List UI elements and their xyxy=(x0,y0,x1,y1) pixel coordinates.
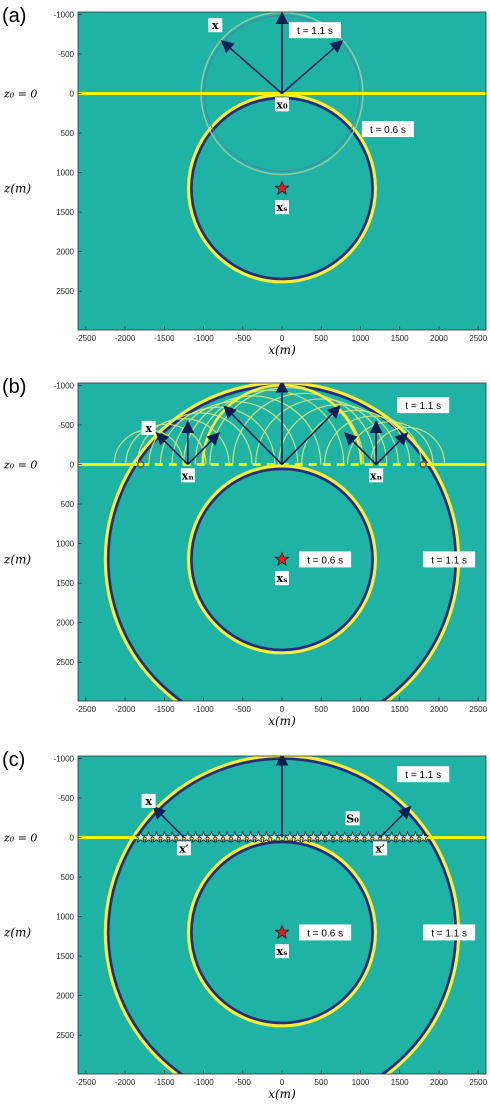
x-tick-label: -2500 xyxy=(76,705,97,714)
y-tick-label: 1500 xyxy=(56,952,74,961)
panel-c: t = 1.1 s t = 0.6 s t = 1.1 s x S₀ x′ x′ xₛ -100… xyxy=(2,749,488,1109)
x-tick-label: 1500 xyxy=(391,334,409,343)
point-label: x′ xyxy=(179,842,189,855)
x-tick-label: 0 xyxy=(280,334,285,343)
point-label: xₙ xyxy=(370,469,383,482)
point-label: S₀ xyxy=(346,812,359,825)
panel-letter: (c) xyxy=(2,749,25,771)
y-tick-label: -500 xyxy=(58,421,75,430)
y-tick-label: -1000 xyxy=(54,10,75,19)
y-tick-label: 500 xyxy=(61,129,75,138)
point-label: x xyxy=(212,19,219,32)
x-tick-label: -1500 xyxy=(154,1078,175,1087)
z-axis-label: z(m) xyxy=(3,925,31,939)
y-tick-label: 2500 xyxy=(56,1031,74,1040)
y-tick-label: 0 xyxy=(70,89,75,98)
y-tick-label: 1000 xyxy=(56,169,74,178)
x-tick-label: -2500 xyxy=(76,1078,97,1087)
z0-label: z₀ = 0 xyxy=(3,87,37,100)
y-tick-label: 2500 xyxy=(56,658,74,667)
x-tick-label: -1000 xyxy=(193,705,214,714)
x-tick-label: -2500 xyxy=(76,334,97,343)
time-label: t = 1.1 s xyxy=(297,26,333,37)
point-label: x₀ xyxy=(276,98,288,111)
z-axis-label: z(m) xyxy=(3,181,31,195)
x-tick-label: 2500 xyxy=(469,1078,487,1087)
time-label: t = 1.1 s xyxy=(405,770,441,781)
point-label: x′ xyxy=(375,842,385,855)
panel-letter: (b) xyxy=(2,376,26,398)
x-tick-label: 1000 xyxy=(352,334,370,343)
panel-b: t = 1.1 s t = 0.6 s t = 1.1 s x xₙ xₙ xₛ -1000 -… xyxy=(2,376,488,736)
x-tick-label: -500 xyxy=(235,334,252,343)
y-tick-label: 1000 xyxy=(56,540,74,549)
y-tick-label: 2000 xyxy=(56,619,74,628)
x-tick-label: 2000 xyxy=(430,705,448,714)
y-tick-label: -500 xyxy=(58,794,75,803)
point-label: x xyxy=(145,422,152,435)
x-tick-label: 1000 xyxy=(352,1078,370,1087)
x-tick-label: -2000 xyxy=(115,334,136,343)
x-tick-label: -500 xyxy=(235,1078,252,1087)
point-label: xₛ xyxy=(277,945,288,958)
x-tick-label: -1000 xyxy=(193,1078,214,1087)
x-tick-label: 500 xyxy=(315,705,329,714)
time-label: t = 1.1 s xyxy=(405,401,441,412)
point-label: x xyxy=(145,795,152,808)
y-tick-label: 2000 xyxy=(56,248,74,257)
x-tick-label: 0 xyxy=(280,1078,285,1087)
y-tick-label: 2000 xyxy=(56,992,74,1001)
point-label: xₙ xyxy=(182,469,195,482)
time-label: t = 0.6 s xyxy=(370,125,406,136)
x-tick-label: 0 xyxy=(280,705,285,714)
point-label: xₛ xyxy=(277,572,288,585)
x-tick-label: 2500 xyxy=(469,705,487,714)
x-tick-label: 1500 xyxy=(391,1078,409,1087)
time-label: t = 1.1 s xyxy=(431,928,467,939)
point-label: xₛ xyxy=(277,201,288,214)
y-tick-label: 500 xyxy=(61,873,75,882)
x-tick-label: -500 xyxy=(235,705,252,714)
panel-a: t = 1.1 s t = 0.6 s x x₀ xₛ -1000 -500 0 500 1000… xyxy=(2,5,488,357)
time-label: t = 0.6 s xyxy=(307,928,343,939)
x-tick-label: -1500 xyxy=(154,705,175,714)
y-tick-label: 2500 xyxy=(56,287,74,296)
time-label: t = 0.6 s xyxy=(307,555,343,566)
time-label: t = 1.1 s xyxy=(431,555,467,566)
x-axis-label: x(m) xyxy=(268,714,296,728)
y-tick-label: 500 xyxy=(61,500,75,509)
z0-label: z₀ = 0 xyxy=(3,458,37,471)
x-tick-label: 2500 xyxy=(469,334,487,343)
x-tick-label: 1500 xyxy=(391,705,409,714)
x-tick-label: -2000 xyxy=(115,1078,136,1087)
y-tick-label: -1000 xyxy=(54,381,75,390)
y-tick-label: 0 xyxy=(70,833,75,842)
x-tick-label: 1000 xyxy=(352,705,370,714)
x-tick-label: -1000 xyxy=(193,334,214,343)
y-tick-label: 0 xyxy=(70,460,75,469)
x-axis-label: x(m) xyxy=(268,1087,296,1101)
x-tick-label: -1500 xyxy=(154,334,175,343)
z0-label: z₀ = 0 xyxy=(3,831,37,844)
x-tick-label: -2000 xyxy=(115,705,136,714)
y-tick-label: 1500 xyxy=(56,579,74,588)
x-tick-label: 2000 xyxy=(430,1078,448,1087)
x-tick-label: 500 xyxy=(315,334,329,343)
y-tick-label: -1000 xyxy=(54,754,75,763)
z-axis-label: z(m) xyxy=(3,552,31,566)
y-tick-label: 1000 xyxy=(56,913,74,922)
x-axis-label: x(m) xyxy=(268,343,296,357)
panel-letter: (a) xyxy=(2,5,26,27)
y-tick-label: -500 xyxy=(58,50,75,59)
y-tick-label: 1500 xyxy=(56,208,74,217)
x-tick-label: 500 xyxy=(315,1078,329,1087)
x-tick-label: 2000 xyxy=(430,334,448,343)
